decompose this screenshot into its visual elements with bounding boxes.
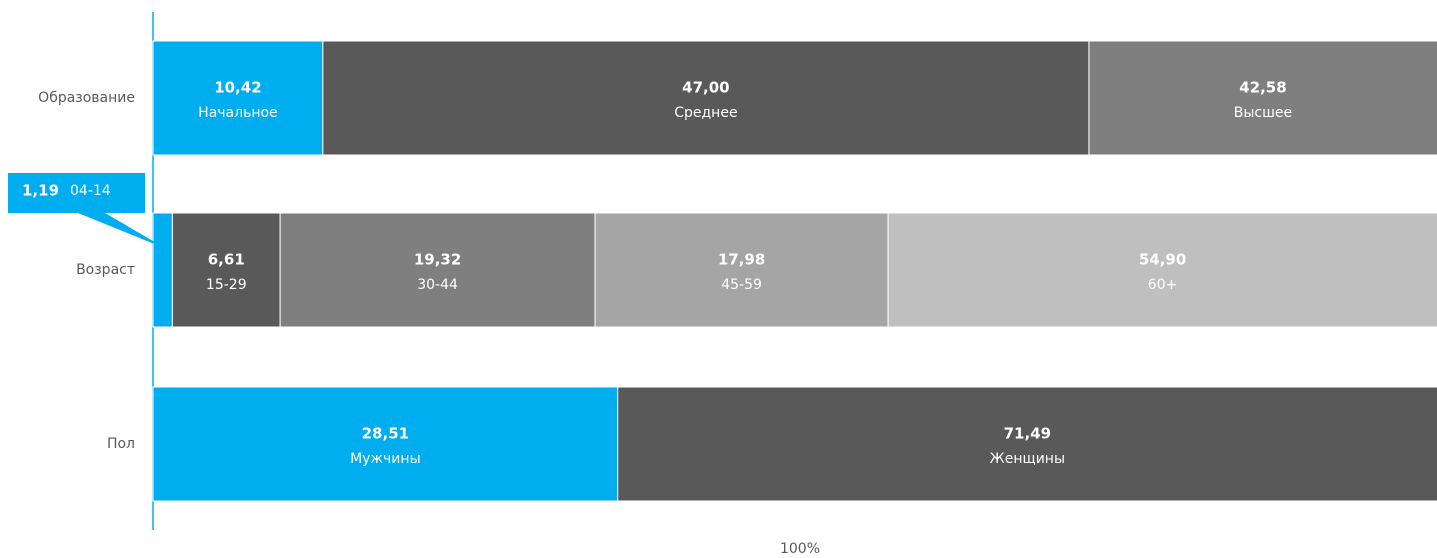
value-label: 71,49: [1004, 425, 1051, 443]
bar-segment: [279, 212, 596, 328]
row-label: Пол: [107, 436, 135, 452]
bar-segment: [1088, 40, 1437, 156]
category-label: Высшее: [1234, 105, 1292, 121]
value-label: 10,42: [214, 79, 261, 97]
callout: [8, 173, 167, 249]
category-label: Среднее: [674, 105, 737, 121]
row-label: Образование: [38, 90, 135, 106]
value-label: 17,98: [718, 251, 765, 269]
category-label: Мужчины: [350, 451, 421, 467]
category-label: 45-59: [721, 277, 762, 293]
x-axis-label: 100%: [780, 541, 820, 557]
category-label: Женщины: [990, 451, 1065, 467]
bar-segment: [322, 40, 1090, 156]
category-label: Начальное: [198, 105, 278, 121]
category-label: 30-44: [417, 277, 458, 293]
bar-segment: [617, 386, 1437, 502]
row-label: Возраст: [76, 262, 135, 278]
bar-segment: [171, 212, 281, 328]
value-label: 42,58: [1239, 79, 1286, 97]
bar-segment: [152, 386, 619, 502]
value-label: 6,61: [208, 251, 245, 269]
value-label: 54,90: [1139, 251, 1186, 269]
value-label: 19,32: [414, 251, 461, 269]
category-label: 15-29: [206, 277, 247, 293]
value-label: 28,51: [362, 425, 409, 443]
bar-segment: [594, 212, 889, 328]
bar-segment: [152, 40, 324, 156]
category-label: 04-14: [70, 183, 111, 199]
value-label: 1,19: [22, 182, 59, 200]
value-label: 47,00: [682, 79, 729, 97]
bar-segment: [887, 212, 1437, 328]
bar-segment: [152, 212, 173, 328]
category-label: 60+: [1148, 277, 1178, 293]
